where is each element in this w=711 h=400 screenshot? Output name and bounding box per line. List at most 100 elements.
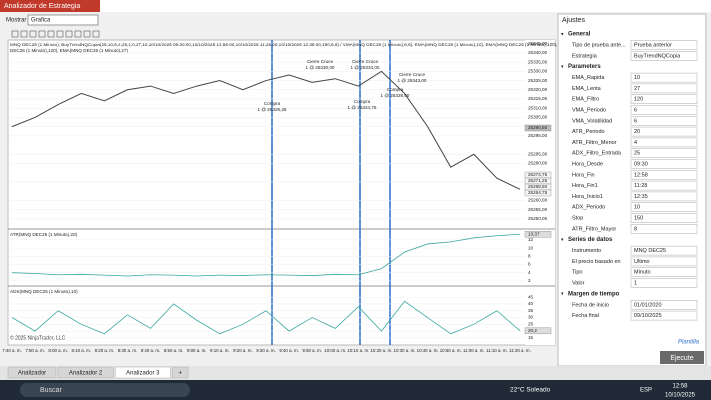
setting-input[interactable] [630,94,698,104]
y-tick-label: 25310,00 [528,105,548,110]
setting-value: MNQ DEC25 [634,248,666,254]
setting-input[interactable] [630,72,698,83]
chart-header: DEC25 (1 Minuto),120), EMA(MNQ DEC25 (1 … [10,48,128,53]
setting-input[interactable] [630,245,698,256]
toolbar-icon[interactable] [83,30,91,38]
toolbar-icon[interactable] [47,30,55,38]
setting-label: Estrategia [572,53,598,59]
setting-input[interactable] [630,213,698,223]
tab-label: Analizador 3 [126,371,160,377]
setting-value: Prueba anterior [634,42,672,48]
show-label: Mostrar [6,18,26,24]
setting-value: 01/01/2020 [634,302,662,308]
trade-annotation: Compra [387,87,404,92]
setting-value: 09:30 [634,161,648,167]
setting-input[interactable] [630,148,698,158]
y-tick-label: 45 [528,294,534,299]
setting-value: Minuto [634,270,651,276]
setting-input[interactable] [630,202,698,212]
y-tick-label: 25305,00 [528,115,548,120]
trade-annotation: 1 @ 25328,00 [381,93,410,98]
series-line [11,233,521,277]
y-tick-label: 25295,00 [528,133,548,138]
toolbar-icon[interactable] [56,30,64,38]
x-tick-label: 8:30 a. m. [118,348,138,353]
setting-input[interactable] [630,105,698,115]
tab[interactable] [114,366,171,379]
template-link[interactable]: Plantilla [678,340,700,346]
toolbar-icon[interactable] [20,30,28,38]
tab[interactable] [7,366,57,379]
run-button[interactable] [660,351,704,364]
tab[interactable] [57,366,114,379]
y-tick-label: 25315,00 [528,96,548,101]
y-tick-label: 15 [528,335,534,340]
y-tick-label: 25255,00 [528,207,548,212]
price-tag-label: 25290,50 [528,125,548,130]
setting-input[interactable] [630,40,698,50]
last-value-label: 13,37 [528,231,540,236]
y-tick-label: 8 [528,253,531,258]
y-tick-label: 4 [528,270,531,275]
price-tag-label: 25264,75 [528,190,548,195]
price-tag-label: 25271,25 [528,178,548,183]
y-tick-label: 25 [528,322,534,327]
setting-input[interactable] [630,116,698,126]
setting-value: 20 [634,129,640,135]
setting-input[interactable] [630,126,698,137]
trade-annotation: 1 @ 25324,75 [348,105,377,110]
setting-input[interactable] [630,137,698,148]
setting-input[interactable] [630,300,698,310]
x-tick-label: 8:50 a. m. [164,348,184,353]
setting-input[interactable] [630,278,698,288]
setting-input[interactable] [630,310,698,321]
toolbar-icon[interactable] [11,30,19,38]
show-value: Grafica [31,18,51,24]
setting-label: Hora_Fin1 [572,183,598,189]
y-tick-label: 25325,00 [528,78,548,83]
setting-label: VMA_Periodo [572,107,606,113]
y-tick-label: 25280,00 [528,161,548,166]
x-tick-label: 9:30 a. m. [256,348,276,353]
y-tick-label: 25335,00 [528,59,548,64]
setting-input[interactable] [630,51,698,61]
setting-label: Hora_Inicio1 [572,194,603,200]
setting-value: 120 [634,97,643,103]
toolbar-icon[interactable] [65,30,73,38]
setting-label: Fecha de inicio [572,302,609,308]
setting-value: 10 [634,75,640,81]
toolbar [10,30,110,38]
price-tag [524,124,552,132]
setting-input[interactable] [630,191,698,202]
setting-input[interactable] [630,180,698,191]
setting-label: Tipo [572,270,583,276]
toolbar-icon[interactable] [92,30,100,38]
section-caret: ▾ [561,237,564,243]
section-caret: ▾ [561,31,564,37]
y-tick-label: 2 [528,278,531,283]
settings-section: General [568,32,591,38]
setting-input[interactable] [630,83,698,94]
setting-input[interactable] [630,224,698,234]
x-tick-label: 8:20 a. m. [95,348,115,353]
setting-input[interactable] [630,159,698,169]
x-tick-label: 9:20 a. m. [233,348,253,353]
setting-input[interactable] [630,170,698,180]
tab[interactable] [172,366,189,379]
setting-label: Valor [572,280,585,286]
settings-section: Margen de tiempo [568,291,620,297]
show-select[interactable] [27,14,99,26]
y-tick-label: 25320,00 [528,87,548,92]
y-tick-label: 25345,00 [528,41,548,46]
x-tick-label: 11:20 a. m. [509,348,531,353]
setting-input[interactable] [630,267,698,277]
tab-label: + [178,371,182,377]
toolbar-icon[interactable] [29,30,37,38]
chart-header: MNQ DEC25 (1 Minuto), BuyTrendNQCopia(25… [10,42,581,47]
toolbar-icon[interactable] [38,30,46,38]
search-box[interactable] [20,383,190,397]
section-caret: ▾ [561,64,564,70]
last-value-label: 20,2 [528,328,537,333]
setting-input[interactable] [630,256,698,267]
toolbar-icon[interactable] [74,30,82,38]
